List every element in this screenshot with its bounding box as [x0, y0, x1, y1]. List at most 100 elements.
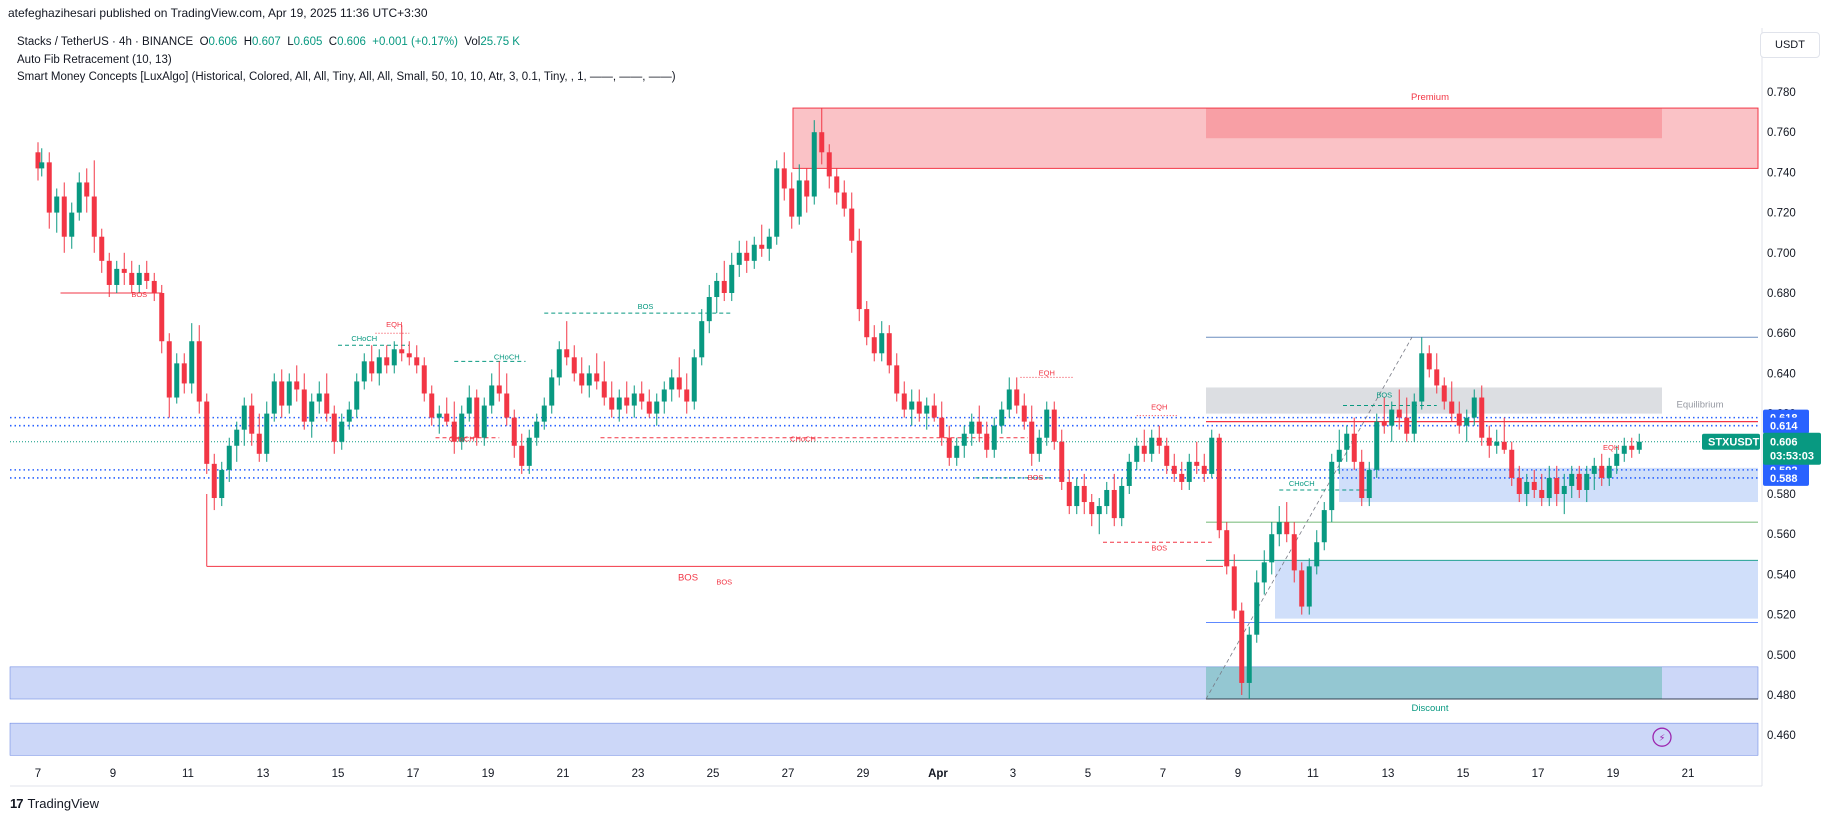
candle-body [556, 349, 562, 378]
candle-body [1389, 409, 1395, 426]
candle-body [301, 389, 307, 422]
currency-selector[interactable]: USDT [1760, 32, 1820, 58]
y-tick-label: 0.580 [1767, 489, 1796, 501]
candle-body [1381, 421, 1387, 426]
candle-body [414, 357, 420, 366]
candle-body [406, 353, 412, 358]
indicator-smc[interactable]: Smart Money Concepts [LuxAlgo] (Historic… [17, 71, 676, 83]
candle-body [1216, 437, 1222, 531]
structure-label: CHoCH [790, 435, 816, 444]
candle-body [1591, 465, 1597, 474]
equilibrium-zone [1206, 387, 1662, 414]
premium-label: Premium [1411, 92, 1449, 103]
low-value: 0.605 [293, 36, 323, 48]
y-tick-label: 0.760 [1767, 127, 1796, 139]
candle-body [609, 397, 615, 410]
open-value: 0.606 [208, 36, 238, 48]
candle-body [1479, 397, 1485, 438]
x-axis: 7 9 11 13 15 17 19 21 23 25 27 29 Apr 3 5 7 9 11 13 15 17 19 2… [35, 768, 1695, 780]
candle-body [1599, 465, 1605, 478]
candle-body [1614, 453, 1620, 466]
candle-body [504, 393, 510, 418]
fib-price-tag-label: 0.614 [1770, 421, 1798, 433]
y-axis: 0.780 0.760 0.740 0.720 0.700 0.680 0.660 0.640… [1767, 87, 1796, 742]
tradingview-brand[interactable]: 17 TradingView [10, 796, 99, 811]
candle-body [1629, 445, 1635, 450]
symbol-name[interactable]: Stacks / TetherUS · 4h · BINANCE [17, 36, 194, 48]
symbol-row[interactable]: Stacks / TetherUS · 4h · BINANCE O0.606 … [17, 34, 676, 52]
candle-body [466, 397, 472, 414]
candle-body [819, 132, 825, 153]
open-label: O [199, 36, 209, 48]
candle-body [834, 176, 840, 193]
x-tick-label: 17 [1532, 768, 1545, 780]
candle-body [1456, 413, 1462, 426]
y-tick-label: 0.640 [1767, 368, 1796, 380]
x-tick-label: Apr [928, 768, 948, 780]
candle-body [1449, 401, 1455, 414]
y-tick-label: 0.720 [1767, 208, 1796, 220]
candle-body [264, 413, 270, 454]
x-tick-label: 9 [110, 768, 116, 780]
candle-body [654, 401, 660, 414]
candle-body [534, 421, 540, 438]
candle-body [999, 409, 1005, 426]
candle-body [1059, 441, 1065, 482]
candle-body [549, 377, 555, 406]
candle-body [1426, 353, 1432, 370]
candle-body [714, 280, 720, 298]
candle-body [511, 417, 517, 446]
candle-body [954, 445, 960, 458]
candle-body [594, 373, 600, 382]
candle-body [796, 180, 802, 217]
candle-body [1051, 409, 1057, 442]
candle-body [354, 381, 360, 410]
x-tick-label: 21 [557, 768, 570, 780]
x-tick-label: 25 [707, 768, 720, 780]
candle-body [234, 429, 240, 446]
candle-body [421, 365, 427, 394]
candle-body [1021, 405, 1027, 422]
candle-body [429, 393, 435, 418]
indicator-fib[interactable]: Auto Fib Retracement (10, 13) [17, 53, 172, 66]
candle-body [879, 333, 885, 354]
candle-body [661, 389, 667, 402]
candle-body [1374, 421, 1380, 470]
candle-body [1246, 634, 1252, 683]
candle-body [579, 373, 585, 386]
candle-body [1621, 445, 1627, 454]
candle-body [451, 421, 457, 442]
candle-body [114, 268, 120, 285]
x-tick-label: 19 [482, 768, 495, 780]
candle-body [616, 397, 622, 410]
candle-body [856, 240, 862, 310]
candle-body [444, 413, 450, 422]
candle-body [151, 280, 157, 293]
candle-body [1584, 473, 1590, 490]
brand-name: TradingView [27, 796, 100, 811]
candle-body [279, 381, 285, 406]
candle-body [249, 405, 255, 434]
y-tick-label: 0.480 [1767, 690, 1796, 702]
chart-legend: Stacks / TetherUS · 4h · BINANCE O0.606 … [17, 34, 676, 87]
candle-body [691, 357, 697, 402]
high-value: 0.607 [252, 36, 281, 48]
candle-body [1306, 566, 1312, 607]
candle-body [1606, 465, 1612, 478]
candle-body [894, 365, 900, 394]
candle-body [1524, 481, 1530, 494]
labels-layer: BOS CHoCH EQH CHoCH BOS CHoCH CHoCH BOS EQH EQH BO… [131, 92, 1724, 747]
x-tick-label: 27 [782, 768, 795, 780]
candle-body [1066, 481, 1072, 507]
candle-body [174, 363, 180, 398]
candle-body [1291, 534, 1297, 571]
candle-body [751, 244, 757, 261]
y-tick-label: 0.680 [1767, 288, 1796, 300]
candle-body [159, 293, 165, 342]
candle-body [1344, 433, 1350, 450]
candle-body [804, 180, 810, 197]
candle-body [1201, 465, 1207, 474]
candle-body [766, 236, 772, 249]
candle-body [1261, 562, 1267, 583]
